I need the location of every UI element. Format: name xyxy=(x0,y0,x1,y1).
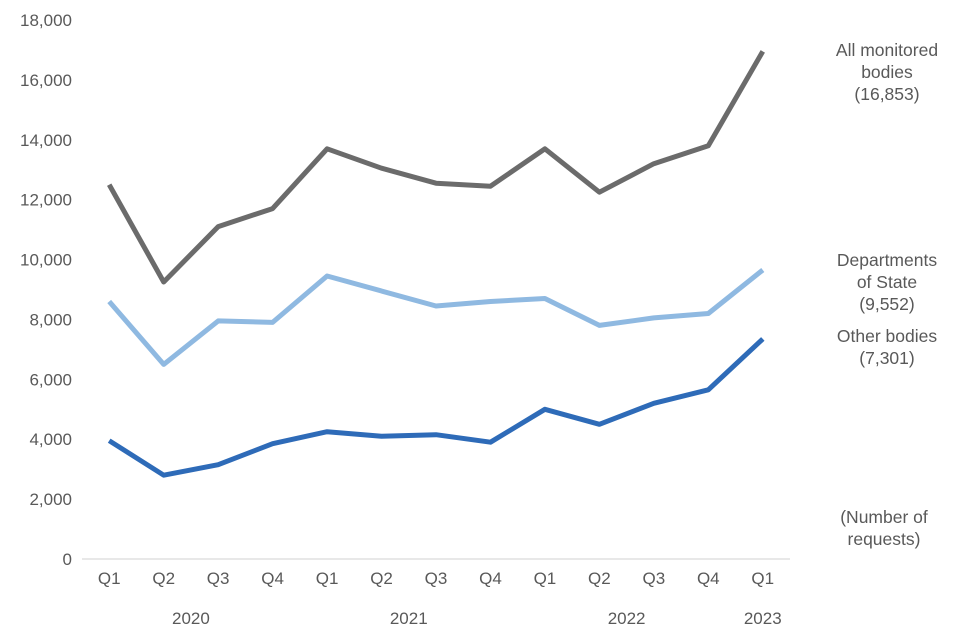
series-label-line: (9,552) xyxy=(859,294,914,314)
x-tick-label: Q3 xyxy=(425,569,448,588)
x-tick-label: Q4 xyxy=(261,569,284,588)
y-tick-label: 8,000 xyxy=(29,310,72,329)
x-tick-label: Q1 xyxy=(751,569,774,588)
y-tick-label: 12,000 xyxy=(20,191,72,210)
series-line-dos xyxy=(107,268,765,367)
x-tick-label: Q4 xyxy=(697,569,720,588)
x-tick-label: Q3 xyxy=(207,569,230,588)
series-label-line: Other bodies xyxy=(837,326,937,346)
y-axis: 0 2,000 4,000 6,000 8,000 10,000 12,000 14,000 1… xyxy=(20,11,72,569)
series-label-line: of State xyxy=(857,272,917,292)
x-tick-label: Q3 xyxy=(643,569,666,588)
series-label-line: All monitored xyxy=(836,40,938,60)
x-tick-label: Q2 xyxy=(588,569,611,588)
series-label-dos: Departments of State (9,552) xyxy=(837,250,937,314)
series-labels: All monitored bodies (16,853) Departments of… xyxy=(836,40,938,368)
series-line-all xyxy=(107,50,765,285)
y-tick-label: 6,000 xyxy=(29,370,72,389)
series-label-line: bodies xyxy=(861,62,913,82)
unit-note-line: requests) xyxy=(848,529,921,549)
unit-note-line: (Number of xyxy=(840,507,928,527)
year-label: 2020 xyxy=(172,609,210,628)
y-tick-label: 16,000 xyxy=(20,71,72,90)
unit-note: (Number of requests) xyxy=(840,507,928,549)
year-label: 2021 xyxy=(390,609,428,628)
year-label: 2022 xyxy=(608,609,646,628)
y-tick-label: 0 xyxy=(63,550,72,569)
y-tick-label: 2,000 xyxy=(29,490,72,509)
x-tick-label: Q4 xyxy=(479,569,502,588)
y-tick-label: 10,000 xyxy=(20,251,72,270)
series-label-all: All monitored bodies (16,853) xyxy=(836,40,938,104)
x-tick-label: Q1 xyxy=(98,569,121,588)
x-tick-label: Q2 xyxy=(152,569,175,588)
series-lines xyxy=(107,50,765,478)
x-axis-year-labels: 2020 2021 2022 2023 xyxy=(172,609,782,628)
x-tick-label: Q1 xyxy=(316,569,339,588)
series-label-line: Departments xyxy=(837,250,937,270)
series-label-line: (16,853) xyxy=(854,84,919,104)
year-label: 2023 xyxy=(744,609,782,628)
x-tick-label: Q2 xyxy=(370,569,393,588)
series-label-other: Other bodies (7,301) xyxy=(837,326,937,368)
y-tick-label: 4,000 xyxy=(29,430,72,449)
y-tick-label: 18,000 xyxy=(20,11,72,30)
x-axis: Q1 Q2 Q3 Q4 Q1 Q2 Q3 Q4 Q1 Q2 Q3 Q4 Q1 xyxy=(98,569,774,588)
series-label-line: (7,301) xyxy=(859,348,914,368)
y-tick-label: 14,000 xyxy=(20,131,72,150)
unit-note-text: (Number of requests) xyxy=(840,507,928,549)
x-tick-label: Q1 xyxy=(534,569,557,588)
series-line-other xyxy=(107,337,765,478)
